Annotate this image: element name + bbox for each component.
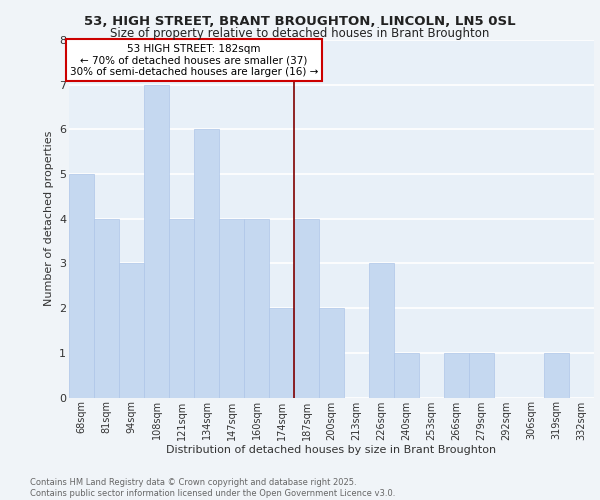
Bar (294, 219, 319, 398)
Bar (69, 174, 94, 398)
Bar (269, 308, 294, 398)
Bar (469, 353, 494, 398)
Bar (94, 219, 119, 398)
Bar (244, 219, 269, 398)
Bar (194, 130, 219, 398)
X-axis label: Distribution of detached houses by size in Brant Broughton: Distribution of detached houses by size … (166, 445, 497, 455)
Bar (394, 353, 419, 398)
Text: 53, HIGH STREET, BRANT BROUGHTON, LINCOLN, LN5 0SL: 53, HIGH STREET, BRANT BROUGHTON, LINCOL… (84, 15, 516, 28)
Bar (444, 353, 469, 398)
Bar (544, 353, 569, 398)
Text: Contains HM Land Registry data © Crown copyright and database right 2025.
Contai: Contains HM Land Registry data © Crown c… (30, 478, 395, 498)
Bar (319, 308, 344, 398)
Bar (369, 264, 394, 398)
Bar (169, 219, 194, 398)
Y-axis label: Number of detached properties: Number of detached properties (44, 131, 53, 306)
Text: Size of property relative to detached houses in Brant Broughton: Size of property relative to detached ho… (110, 28, 490, 40)
Bar (144, 84, 169, 398)
Bar (219, 219, 244, 398)
Bar (119, 264, 144, 398)
Text: 53 HIGH STREET: 182sqm
← 70% of detached houses are smaller (37)
30% of semi-det: 53 HIGH STREET: 182sqm ← 70% of detached… (70, 44, 318, 76)
